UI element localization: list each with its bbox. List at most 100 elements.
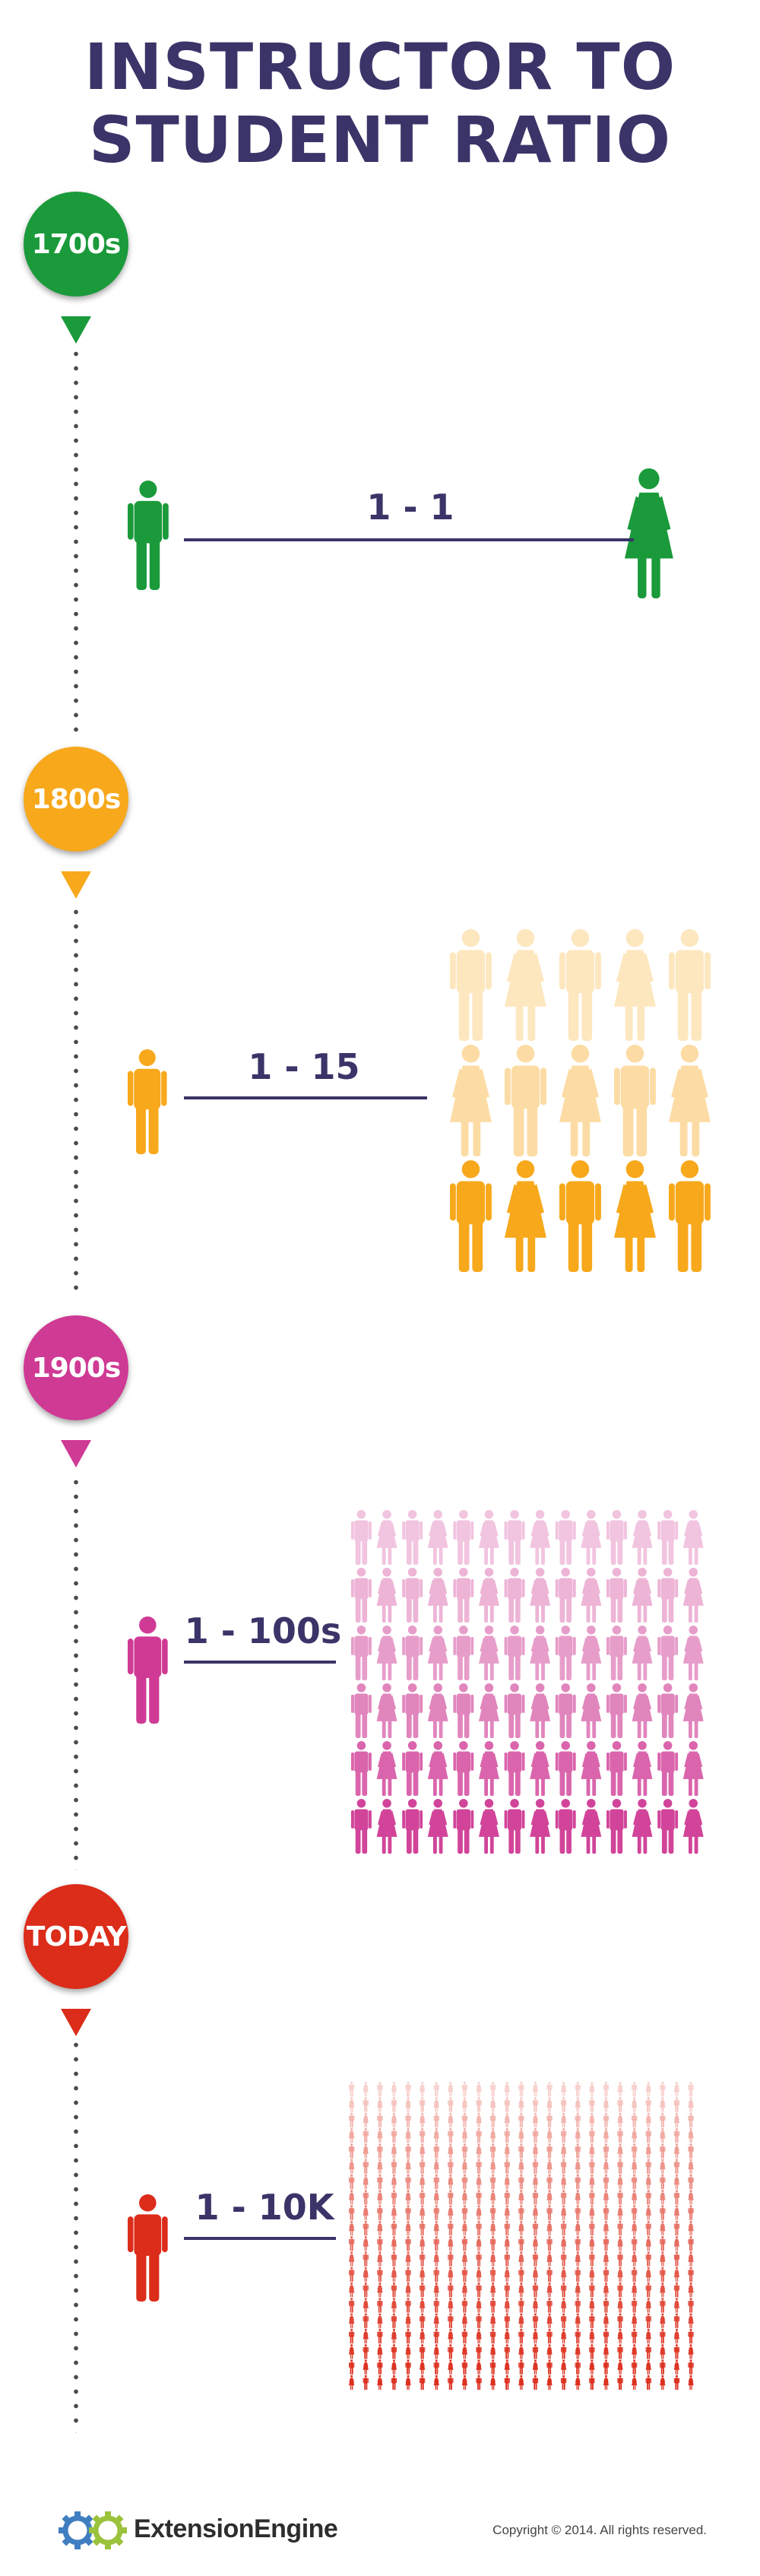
male-person-icon (673, 2097, 680, 2112)
female-person-icon (625, 468, 673, 598)
female-person-icon (632, 1799, 653, 1854)
male-person-icon (490, 2205, 496, 2220)
male-person-icon (589, 2127, 595, 2143)
male-person-icon (546, 2174, 553, 2190)
male-person-icon (349, 2174, 355, 2190)
male-person-icon (660, 2205, 666, 2220)
female-person-icon (349, 2127, 355, 2143)
female-person-icon (645, 2328, 651, 2344)
male-person-icon (673, 2251, 680, 2267)
female-person-icon (561, 2205, 567, 2220)
female-person-icon (546, 2220, 553, 2236)
male-person-icon (603, 2205, 610, 2220)
female-person-icon (377, 2159, 383, 2174)
male-person-icon (575, 2205, 581, 2220)
male-person-icon (461, 2112, 468, 2128)
male-person-icon (405, 2205, 411, 2220)
female-person-icon (349, 2251, 355, 2267)
male-person-icon (363, 2313, 369, 2328)
female-person-icon (632, 2127, 638, 2143)
male-person-icon (402, 1626, 423, 1680)
female-person-icon (420, 2143, 426, 2159)
female-person-icon (589, 2359, 595, 2375)
male-person-icon (561, 2159, 567, 2174)
male-person-icon (589, 2190, 595, 2205)
female-person-icon (532, 2328, 539, 2344)
male-person-icon (504, 2313, 510, 2328)
male-person-icon (518, 2143, 524, 2159)
female-person-icon (645, 2082, 651, 2097)
male-person-icon (645, 2127, 651, 2143)
female-person-icon (589, 2082, 595, 2097)
female-person-icon (377, 2313, 383, 2328)
male-person-icon (504, 2127, 510, 2143)
female-person-icon (682, 1741, 704, 1796)
male-person-icon (391, 2282, 397, 2298)
male-person-icon (657, 1683, 679, 1738)
male-person-icon (603, 2112, 610, 2128)
male-person-icon (453, 1626, 474, 1680)
male-person-icon (476, 2220, 482, 2236)
female-person-icon (575, 2097, 581, 2112)
male-person-icon (490, 2298, 496, 2313)
male-person-icon (363, 2375, 369, 2390)
female-person-icon (518, 2097, 524, 2112)
female-person-icon (645, 2267, 651, 2283)
female-person-icon (363, 2267, 369, 2283)
male-person-icon (363, 2159, 369, 2174)
male-person-icon (420, 2097, 426, 2112)
male-person-icon (561, 2251, 567, 2267)
female-person-icon (603, 2127, 610, 2143)
female-person-icon (614, 1160, 656, 1272)
male-person-icon (589, 2159, 595, 2174)
male-person-icon (391, 2313, 397, 2328)
female-person-icon (363, 2359, 369, 2375)
female-person-icon (376, 1683, 397, 1738)
female-person-icon (427, 1626, 448, 1680)
female-person-icon (532, 2205, 539, 2220)
male-person-icon (476, 2282, 482, 2298)
female-person-icon (391, 2112, 397, 2128)
female-person-icon (461, 2375, 468, 2390)
female-person-icon (479, 1568, 499, 1623)
male-person-icon (645, 2251, 651, 2267)
male-person-icon (645, 2375, 651, 2390)
male-person-icon (402, 1568, 423, 1623)
male-person-icon (657, 1741, 679, 1796)
male-person-icon (351, 1741, 372, 1796)
female-person-icon (660, 2375, 666, 2390)
male-person-icon (645, 2190, 651, 2205)
male-person-icon (405, 2359, 411, 2375)
female-person-icon (420, 2205, 426, 2220)
female-person-icon (490, 2159, 496, 2174)
male-person-icon (420, 2313, 426, 2328)
female-person-icon (490, 2313, 496, 2328)
female-person-icon (575, 2127, 581, 2143)
male-person-icon (532, 2313, 539, 2328)
female-person-icon (575, 2220, 581, 2236)
male-person-icon (476, 2190, 482, 2205)
male-person-icon (561, 2282, 567, 2298)
female-person-icon (518, 2344, 524, 2359)
female-person-icon (632, 2220, 638, 2236)
female-person-icon (479, 1741, 499, 1796)
female-person-icon (688, 2097, 694, 2112)
female-person-icon (490, 2282, 496, 2298)
male-person-icon (351, 1568, 372, 1623)
male-person-icon (660, 2359, 666, 2375)
male-person-icon (632, 2267, 638, 2283)
female-person-icon (632, 2251, 638, 2267)
female-person-icon (581, 1683, 602, 1738)
male-person-icon (448, 2282, 454, 2298)
female-person-icon (603, 2375, 610, 2390)
female-person-icon (645, 2205, 651, 2220)
male-person-icon (504, 2190, 510, 2205)
female-person-icon (632, 2282, 638, 2298)
male-person-icon (657, 1799, 679, 1854)
male-person-icon (504, 2375, 510, 2390)
female-person-icon (660, 2251, 666, 2267)
female-person-icon (363, 2082, 369, 2097)
male-person-icon (504, 2159, 510, 2174)
male-person-icon (453, 1799, 474, 1854)
female-person-icon (476, 2328, 482, 2344)
